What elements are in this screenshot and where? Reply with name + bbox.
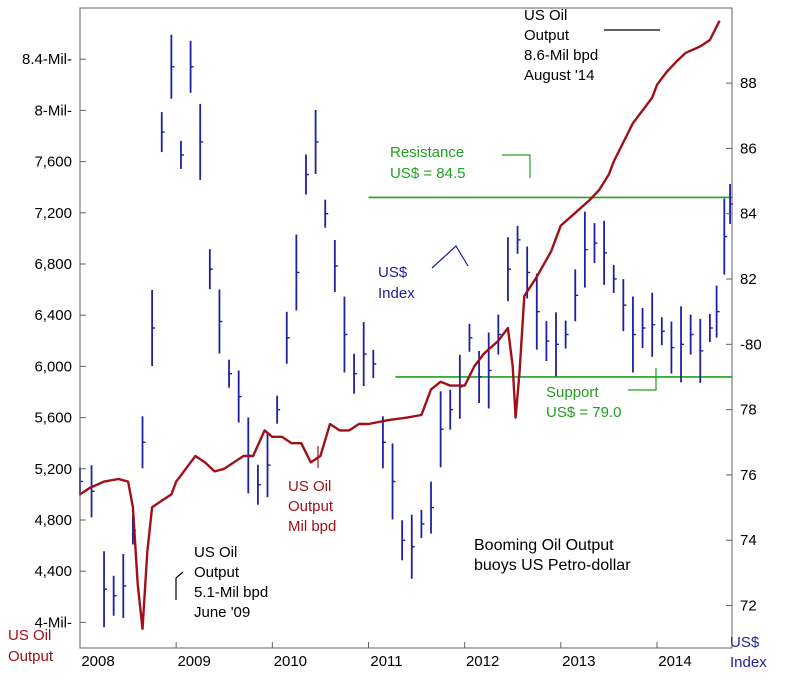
right-tick-label: -80 [740,336,762,353]
support-line-1: Support [546,384,599,401]
support-line-2: US$ = 79.0 [546,404,621,421]
right-tick-label: 72 [740,598,757,615]
right-tick-label: 84 [740,206,757,223]
oil-series-line-3: Mil bpd [288,518,336,535]
left-tick-label: 4,800 [34,512,72,529]
oil-peak-line-3: 8.6-Mil bpd [524,47,598,64]
x-axis: 2008 2009 2010 2011 2012 2013 2014 [79,642,692,670]
x-tick-label: 2014 [658,653,691,670]
x-tick-label: 2012 [466,653,499,670]
resistance-line-2: US$ = 84.5 [390,165,465,182]
left-axis: 4-Mil- 4,400 4,800 5,200 5,600 6,000 6,400 6,80… [22,51,86,631]
right-axis-label-line-1: US$ [730,634,760,651]
annotation-resistance: Resistance US$ = 84.5 [390,144,531,182]
usd-index-leader [431,245,469,269]
resistance-leader [502,154,531,178]
oil-low-line-3: 5.1-Mil bpd [194,584,268,601]
annotation-oil-low: US Oil Output 5.1-Mil bpd June '09 [175,544,268,621]
oil-low-line-2: Output [194,564,240,581]
chart-title-line-2: buoys US Petro-dollar [474,557,631,574]
left-tick-label: 7,600 [34,154,72,171]
oil-peak-line-4: August '14 [524,67,594,84]
annotation-oil-peak: US Oil Output 8.6-Mil bpd August '14 [524,7,660,84]
series-layer [79,20,734,630]
annotation-usd-index: US$ Index [378,245,469,302]
left-tick-label: 5,600 [34,410,72,427]
oil-peak-line-1: US Oil [524,7,567,24]
annotation-oil-series: US Oil Output Mil bpd [288,446,336,535]
support-leader [628,368,657,391]
oil-output-line [79,20,721,630]
x-tick-label: 2008 [81,653,114,670]
left-tick-label: 7,200 [34,205,72,222]
oil-low-leader [175,571,184,600]
usd-index-line-2: Index [378,285,415,302]
usd-index-line-1: US$ [378,264,408,281]
left-tick-label: 6,000 [34,358,72,375]
resistance-line-1: Resistance [390,144,464,161]
chart-title-line-1: Booming Oil Output [474,537,614,554]
x-tick-label: 2009 [177,653,210,670]
oil-peak-line-2: Output [524,27,570,44]
plot-frame [79,7,733,649]
right-tick-label: 86 [740,140,757,157]
left-tick-label: 6,800 [34,256,72,273]
x-tick-label: 2011 [370,653,402,670]
left-axis-label-line-1: US Oil [8,627,51,644]
left-tick-label: 8.4-Mil- [22,51,72,68]
right-tick-label: 76 [740,467,757,484]
annotation-support: Support US$ = 79.0 [546,368,657,421]
right-axis: 72 74 76 78 -80 82 84 86 88 [726,75,762,615]
x-tick-label: 2013 [562,653,595,670]
left-axis-label-line-2: Output [8,648,54,665]
x-tick-label: 2010 [274,653,307,670]
reference-lines [368,196,732,378]
left-tick-label: 5,200 [34,461,72,478]
right-tick-label: 74 [740,532,757,549]
oil-series-line-2: Output [288,498,334,515]
right-tick-label: 82 [740,271,757,288]
right-tick-label: 78 [740,402,757,419]
oil-low-line-1: US Oil [194,544,237,561]
left-tick-label: 4,400 [34,563,72,580]
left-tick-label: 6,400 [34,307,72,324]
right-axis-label-line-2: Index [730,654,767,671]
right-tick-label: 88 [740,75,757,92]
oil-low-line-4: June '09 [194,604,250,621]
left-tick-label: 8-Mil- [35,102,73,119]
left-tick-label: 4-Mil- [35,614,73,631]
oil-series-line-1: US Oil [288,478,331,495]
